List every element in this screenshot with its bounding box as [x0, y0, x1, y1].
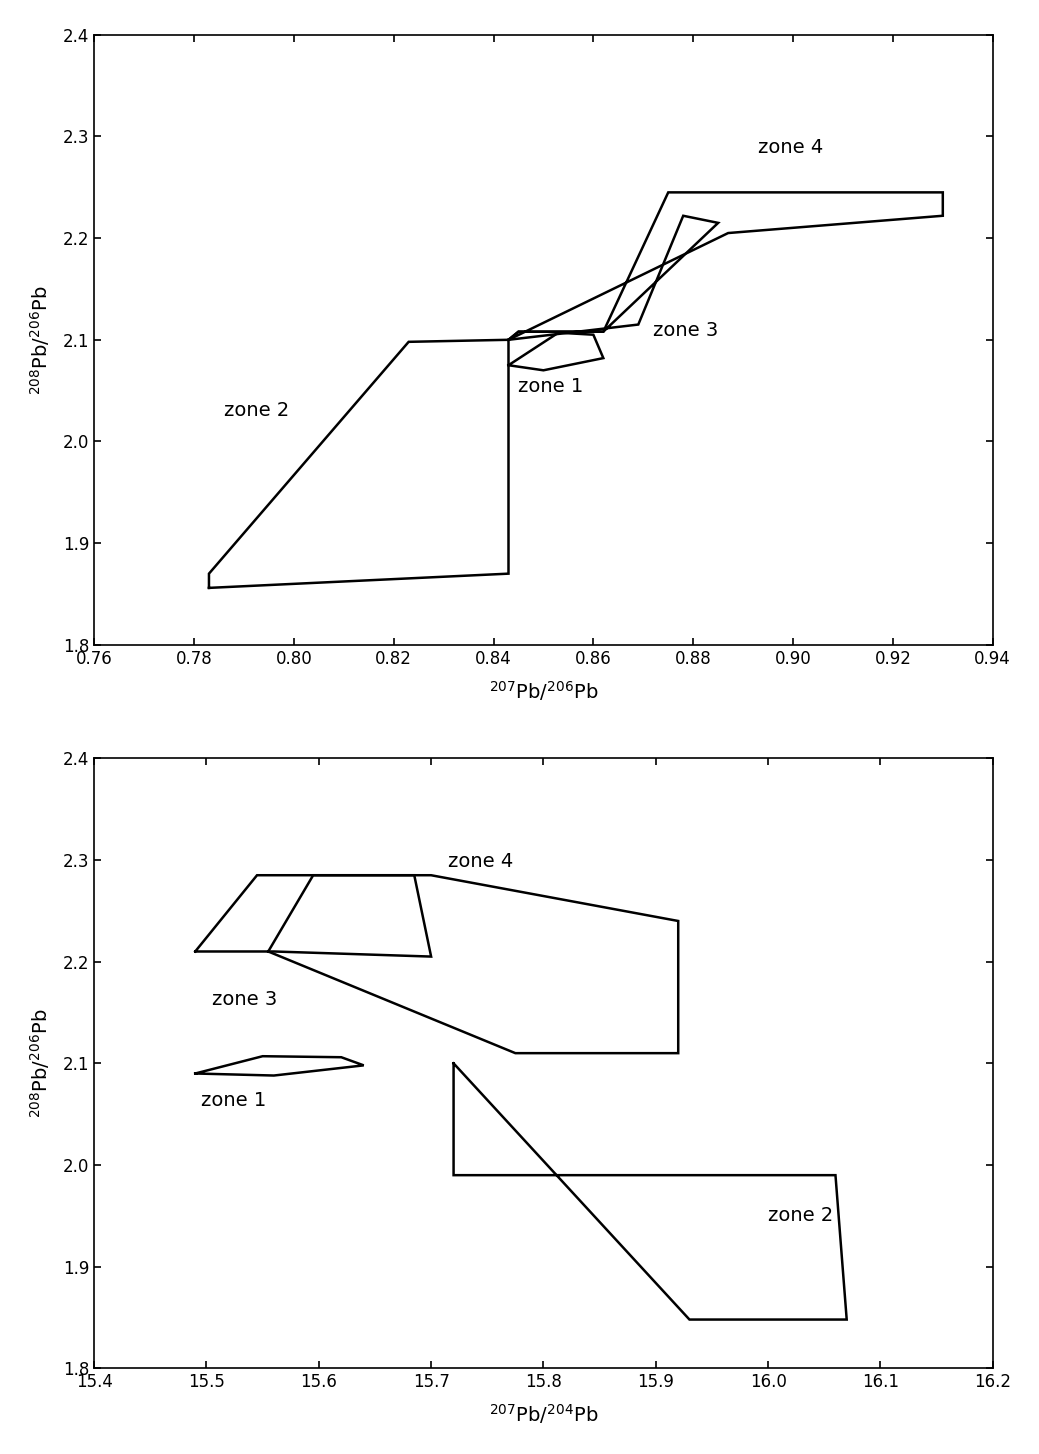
- Text: zone 4: zone 4: [448, 852, 513, 871]
- Text: zone 3: zone 3: [654, 321, 719, 340]
- Text: zone 2: zone 2: [224, 401, 289, 420]
- Text: zone 3: zone 3: [212, 990, 277, 1009]
- Text: zone 1: zone 1: [201, 1090, 266, 1109]
- Text: zone 4: zone 4: [758, 138, 823, 157]
- Y-axis label: $^{208}$Pb/$^{206}$Pb: $^{208}$Pb/$^{206}$Pb: [28, 1009, 52, 1118]
- Text: zone 2: zone 2: [768, 1205, 833, 1224]
- X-axis label: $^{207}$Pb/$^{206}$Pb: $^{207}$Pb/$^{206}$Pb: [488, 679, 598, 702]
- X-axis label: $^{207}$Pb/$^{204}$Pb: $^{207}$Pb/$^{204}$Pb: [488, 1402, 598, 1426]
- Y-axis label: $^{208}$Pb/$^{206}$Pb: $^{208}$Pb/$^{206}$Pb: [28, 285, 52, 394]
- Text: zone 1: zone 1: [518, 378, 584, 397]
